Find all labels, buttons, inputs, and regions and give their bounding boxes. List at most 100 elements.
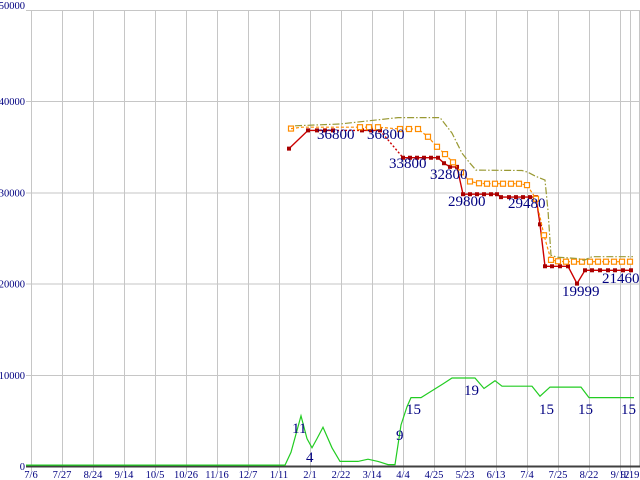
x-tick-label: 4/4 xyxy=(396,470,410,480)
marker-lowest-price-red xyxy=(575,281,579,286)
x-tick-label: 1/11 xyxy=(270,470,288,480)
marker-lowest-price-red xyxy=(482,192,486,197)
y-tick-label: 20000 xyxy=(0,280,25,291)
marker-lowest-price-red xyxy=(550,264,554,269)
marker-lowest-price-red xyxy=(489,192,493,197)
x-tick-label: 6/13 xyxy=(487,470,506,480)
x-tick-label: 9/19 xyxy=(621,470,640,480)
marker-orange-dashed-price xyxy=(618,258,626,265)
x-tick-label: 2/22 xyxy=(332,470,351,480)
marker-lowest-price-red xyxy=(315,128,319,133)
marker-orange-dashed-price xyxy=(441,150,449,158)
x-tick-label: 11/16 xyxy=(205,470,229,480)
marker-orange-dashed-price xyxy=(491,180,499,187)
marker-lowest-price-red xyxy=(415,155,419,160)
marker-lowest-price-red xyxy=(369,128,373,133)
marker-lowest-price-red xyxy=(475,192,479,197)
marker-orange-dashed-price xyxy=(626,258,634,265)
marker-lowest-price-red xyxy=(598,268,602,273)
marker-orange-dashed-price xyxy=(424,133,432,140)
x-tick-label: 7/4 xyxy=(520,470,534,480)
y-tick-label: 30000 xyxy=(0,188,25,199)
marker-orange-dashed-price xyxy=(610,258,618,265)
marker-orange-dashed-price xyxy=(594,258,602,265)
value-label: 15 xyxy=(539,402,554,418)
marker-lowest-price-red xyxy=(360,128,364,133)
marker-lowest-price-red xyxy=(621,268,625,273)
value-label: 32800 xyxy=(430,167,468,183)
marker-lowest-price-red xyxy=(507,195,511,200)
marker-orange-dashed-price xyxy=(562,258,570,265)
y-tick-label: 10000 xyxy=(0,371,25,382)
value-label: 21460 xyxy=(602,271,640,287)
marker-lowest-price-red xyxy=(495,192,499,197)
marker-lowest-price-red xyxy=(401,155,405,160)
marker-lowest-price-red xyxy=(429,155,433,160)
marker-orange-dashed-price xyxy=(547,256,555,263)
marker-orange-dashed-price xyxy=(466,178,474,185)
x-tick-label: 8/24 xyxy=(84,470,103,480)
value-label: 15 xyxy=(621,402,636,418)
marker-orange-dashed-price xyxy=(414,125,422,133)
value-label: 29480 xyxy=(508,196,546,212)
marker-lowest-price-red xyxy=(613,268,617,273)
marker-orange-dashed-price xyxy=(554,258,562,265)
marker-orange-dashed-price xyxy=(457,169,465,176)
marker-orange-dashed-price xyxy=(499,180,507,187)
marker-lowest-price-red xyxy=(590,268,594,273)
marker-lowest-price-red xyxy=(606,268,610,273)
series-orange-dashed-price xyxy=(290,126,360,130)
marker-lowest-price-red xyxy=(538,222,542,227)
marker-lowest-price-red xyxy=(461,192,465,197)
x-tick-label: 7/25 xyxy=(549,470,568,480)
marker-lowest-price-red xyxy=(408,155,412,160)
value-label: 36800 xyxy=(317,127,355,143)
marker-lowest-price-red xyxy=(442,161,446,166)
marker-lowest-price-red xyxy=(521,195,525,200)
marker-orange-dashed-price xyxy=(449,159,457,166)
x-tick-label: 7/27 xyxy=(53,470,72,480)
y-tick-label: 0 xyxy=(20,462,25,473)
x-tick-label: 7/6 xyxy=(24,470,37,480)
x-tick-label: 10/5 xyxy=(146,470,165,480)
marker-lowest-price-red xyxy=(629,268,633,273)
series-lowest-price-red xyxy=(403,156,631,286)
marker-orange-dashed-price xyxy=(433,143,441,150)
marker-lowest-price-red xyxy=(528,195,532,200)
marker-lowest-price-red xyxy=(543,264,547,269)
marker-orange-dashed-price xyxy=(515,180,523,187)
marker-orange-dashed-price xyxy=(602,258,610,265)
x-tick-label: 10/26 xyxy=(174,470,198,480)
value-label: 15 xyxy=(578,402,593,418)
marker-orange-dashed-price xyxy=(396,125,404,133)
marker-lowest-price-red xyxy=(583,268,587,273)
marker-orange-dashed-price xyxy=(507,180,515,187)
x-tick-label: 4/25 xyxy=(425,470,444,480)
y-tick-label: 50000 xyxy=(0,1,25,12)
value-label: 33800 xyxy=(389,156,427,172)
marker-orange-dashed-price xyxy=(540,232,548,239)
marker-lowest-price-red xyxy=(514,195,518,200)
series-store-count-green xyxy=(26,377,634,466)
marker-lowest-price-red xyxy=(566,264,570,269)
value-label: 15 xyxy=(406,402,421,418)
marker-lowest-price-red xyxy=(558,264,562,269)
marker-orange-dashed-price xyxy=(374,124,382,131)
marker-lowest-price-red xyxy=(378,128,382,133)
marker-lowest-price-red xyxy=(468,192,472,197)
marker-orange-dashed-price xyxy=(405,125,413,133)
marker-lowest-price-red xyxy=(287,146,291,151)
marker-orange-dashed-price xyxy=(570,258,578,265)
marker-orange-dashed-price xyxy=(586,258,594,265)
marker-orange-dashed-price xyxy=(356,124,364,131)
marker-orange-dashed-price xyxy=(532,195,540,202)
x-tick-label: 3/14 xyxy=(363,470,382,480)
marker-orange-dashed-price xyxy=(523,182,531,189)
x-tick-label: 2/1 xyxy=(303,470,316,480)
y-tick-label: 40000 xyxy=(0,97,25,108)
marker-lowest-price-red xyxy=(448,164,452,169)
marker-lowest-price-red xyxy=(323,128,327,133)
